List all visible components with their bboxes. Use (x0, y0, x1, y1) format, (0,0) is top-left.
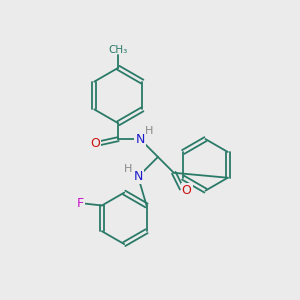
Text: F: F (76, 197, 84, 210)
Text: N: N (135, 133, 145, 146)
Text: N: N (134, 170, 143, 183)
Text: O: O (182, 184, 192, 197)
Text: O: O (91, 136, 100, 150)
Text: H: H (145, 126, 153, 136)
Text: CH₃: CH₃ (109, 45, 128, 55)
Text: H: H (124, 164, 132, 174)
